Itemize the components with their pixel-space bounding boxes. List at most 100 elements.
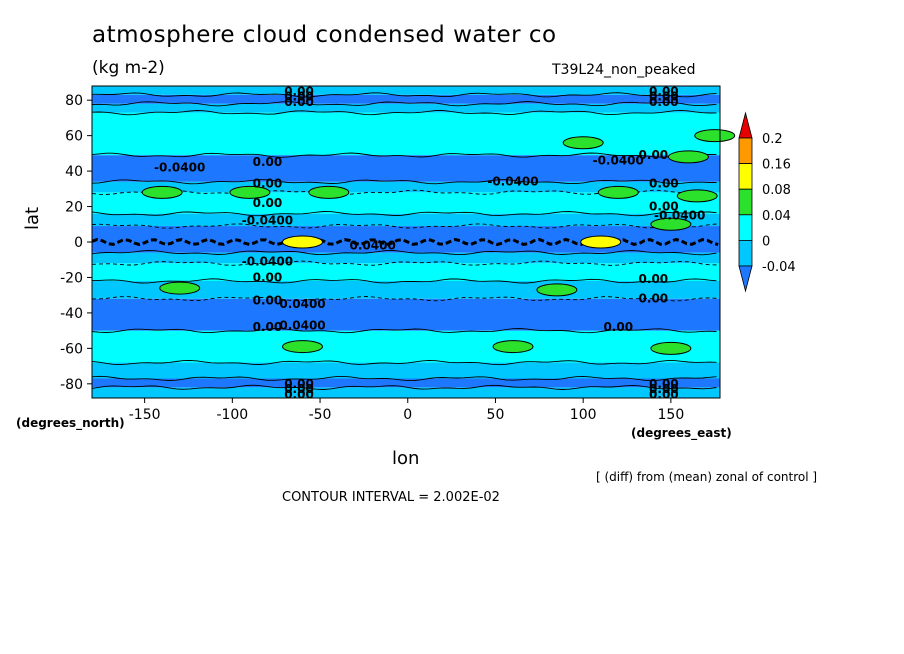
contour-line-1 <box>91 375 717 382</box>
contour-label-9: 0.00 <box>639 148 669 162</box>
units-label: (kg m-2) <box>92 58 165 78</box>
band-13 <box>92 112 720 156</box>
colorbar-bottom-arrow <box>738 265 753 293</box>
contour-label-32: 0.00 <box>649 387 679 401</box>
y-tick-label-60: 60 <box>65 129 83 145</box>
band-6 <box>92 263 720 281</box>
y-unit-label: (degrees_north) <box>16 416 125 430</box>
contour-label-17: 0.0400 <box>350 239 396 253</box>
patch-10 <box>536 283 578 297</box>
contour-label-25: 0.00 <box>603 320 633 334</box>
contour-label-11: 0.00 <box>253 177 283 191</box>
contour-line-7 <box>91 250 717 256</box>
patch-13 <box>650 341 692 355</box>
band-0 <box>92 387 720 398</box>
x-tick-label--100: -100 <box>216 407 248 423</box>
contour-label-6: -0.0400 <box>154 161 205 175</box>
contour-label-26: 0.00 <box>253 320 283 334</box>
contour-label-12: 0.00 <box>649 177 679 191</box>
y-tick-label--60: -60 <box>60 341 83 357</box>
contour-label-27: 0.00 <box>284 377 314 391</box>
colorbar-top-arrow <box>738 111 753 139</box>
contour-line-15 <box>92 92 717 98</box>
chart-title: atmosphere cloud condensed water co <box>92 22 557 48</box>
y-tick-label-0: 0 <box>74 235 83 251</box>
band-9 <box>92 213 720 227</box>
contour-label-24: 0.0400 <box>279 318 325 332</box>
x-tick-label-100: 100 <box>570 407 597 423</box>
patch-5 <box>562 136 604 150</box>
x-axis-label: lon <box>392 448 420 469</box>
x-axis: -150 -100 -50 0 50 100 150 <box>129 398 685 423</box>
patch-6 <box>694 129 736 143</box>
band-3 <box>92 330 720 363</box>
equator-contour <box>91 237 719 247</box>
band-7 <box>92 252 720 264</box>
y-axis: -80 -60 -40 -20 0 20 40 60 80 <box>60 93 92 393</box>
y-tick-label-80: 80 <box>65 93 83 109</box>
patch-8 <box>650 217 692 231</box>
y-tick-label--20: -20 <box>60 270 83 286</box>
contour-line-9 <box>91 211 717 217</box>
contour-label-4: 0.00 <box>649 90 679 104</box>
diff-note: [ (diff) from (mean) zonal of control ] <box>596 470 818 484</box>
contour-line-12 <box>91 152 717 158</box>
colorbar-segment-1 <box>738 163 753 190</box>
contour-line-3 <box>91 328 717 334</box>
y-tick-label--40: -40 <box>60 306 83 322</box>
contour-label-30: 0.00 <box>649 377 679 391</box>
contour-label-1: 0.00 <box>284 90 314 104</box>
y-tick-label--80: -80 <box>60 377 83 393</box>
x-tick-label-150: 150 <box>658 407 685 423</box>
band-14 <box>92 103 720 113</box>
x-tick-label--150: -150 <box>129 407 161 423</box>
patch-9 <box>159 281 201 295</box>
patch-4 <box>676 189 718 203</box>
colorbar-label-4: 0 <box>762 234 770 249</box>
contour-line-13 <box>91 109 717 116</box>
contour-label-29: 0.00 <box>284 387 314 401</box>
plot-area: 0.000.000.000.000.000.00-0.0400 0.00 -0.04… <box>91 84 736 401</box>
patch-14 <box>282 235 324 249</box>
colorbar-segment-3 <box>738 214 753 241</box>
patch-12 <box>492 340 534 354</box>
colorbar: 0.2 0.16 0.08 0.04 0 -0.04 <box>738 111 796 293</box>
contour-label-0: 0.00 <box>284 84 314 98</box>
patch-3 <box>597 185 639 199</box>
contour-label-22: 0.0400 <box>279 297 325 311</box>
colorbar-label-0: 0.2 <box>762 132 783 147</box>
y-tick-label-40: 40 <box>65 164 83 180</box>
colorbar-segment-2 <box>738 188 753 216</box>
contour-label-28: 0.00 <box>284 382 314 396</box>
contour-label-5: 0.00 <box>649 95 679 109</box>
contour-interval-label: CONTOUR INTERVAL = 2.002E-02 <box>282 490 500 505</box>
contour-label-7: 0.00 <box>253 155 283 169</box>
band-16 <box>92 86 720 95</box>
contour-label-15: -0.0400 <box>242 214 293 228</box>
x-unit-label: (degrees_east) <box>631 426 732 440</box>
contour-label-18: -0.0400 <box>242 255 293 269</box>
contour-label-8: -0.0400 <box>593 153 644 167</box>
colorbar-segment-4 <box>738 239 753 267</box>
colorbar-label-3: 0.04 <box>762 209 791 224</box>
contour-label-3: 0.00 <box>649 84 679 98</box>
y-tick-label-20: 20 <box>65 200 83 216</box>
band-2 <box>92 362 720 379</box>
patch-2 <box>308 185 350 199</box>
colorbar-label-5: -0.04 <box>762 260 796 275</box>
colorbar-segment-0 <box>738 137 753 165</box>
band-4 <box>92 298 720 331</box>
colorbar-label-1: 0.16 <box>762 158 791 173</box>
contour-label-19: 0.00 <box>253 270 283 284</box>
patch-1 <box>229 185 271 199</box>
x-tick-label--50: -50 <box>309 407 332 423</box>
contour-label-2: 0.00 <box>284 95 314 109</box>
patch-11 <box>282 340 324 354</box>
contour-line-0 <box>91 384 717 390</box>
run-label: T39L24_non_peaked <box>552 62 696 78</box>
band-15 <box>92 94 720 104</box>
contour-label-16: -0.0400 <box>654 208 705 222</box>
band-12 <box>92 155 720 182</box>
contour-label-23: 0.00 <box>639 292 669 306</box>
